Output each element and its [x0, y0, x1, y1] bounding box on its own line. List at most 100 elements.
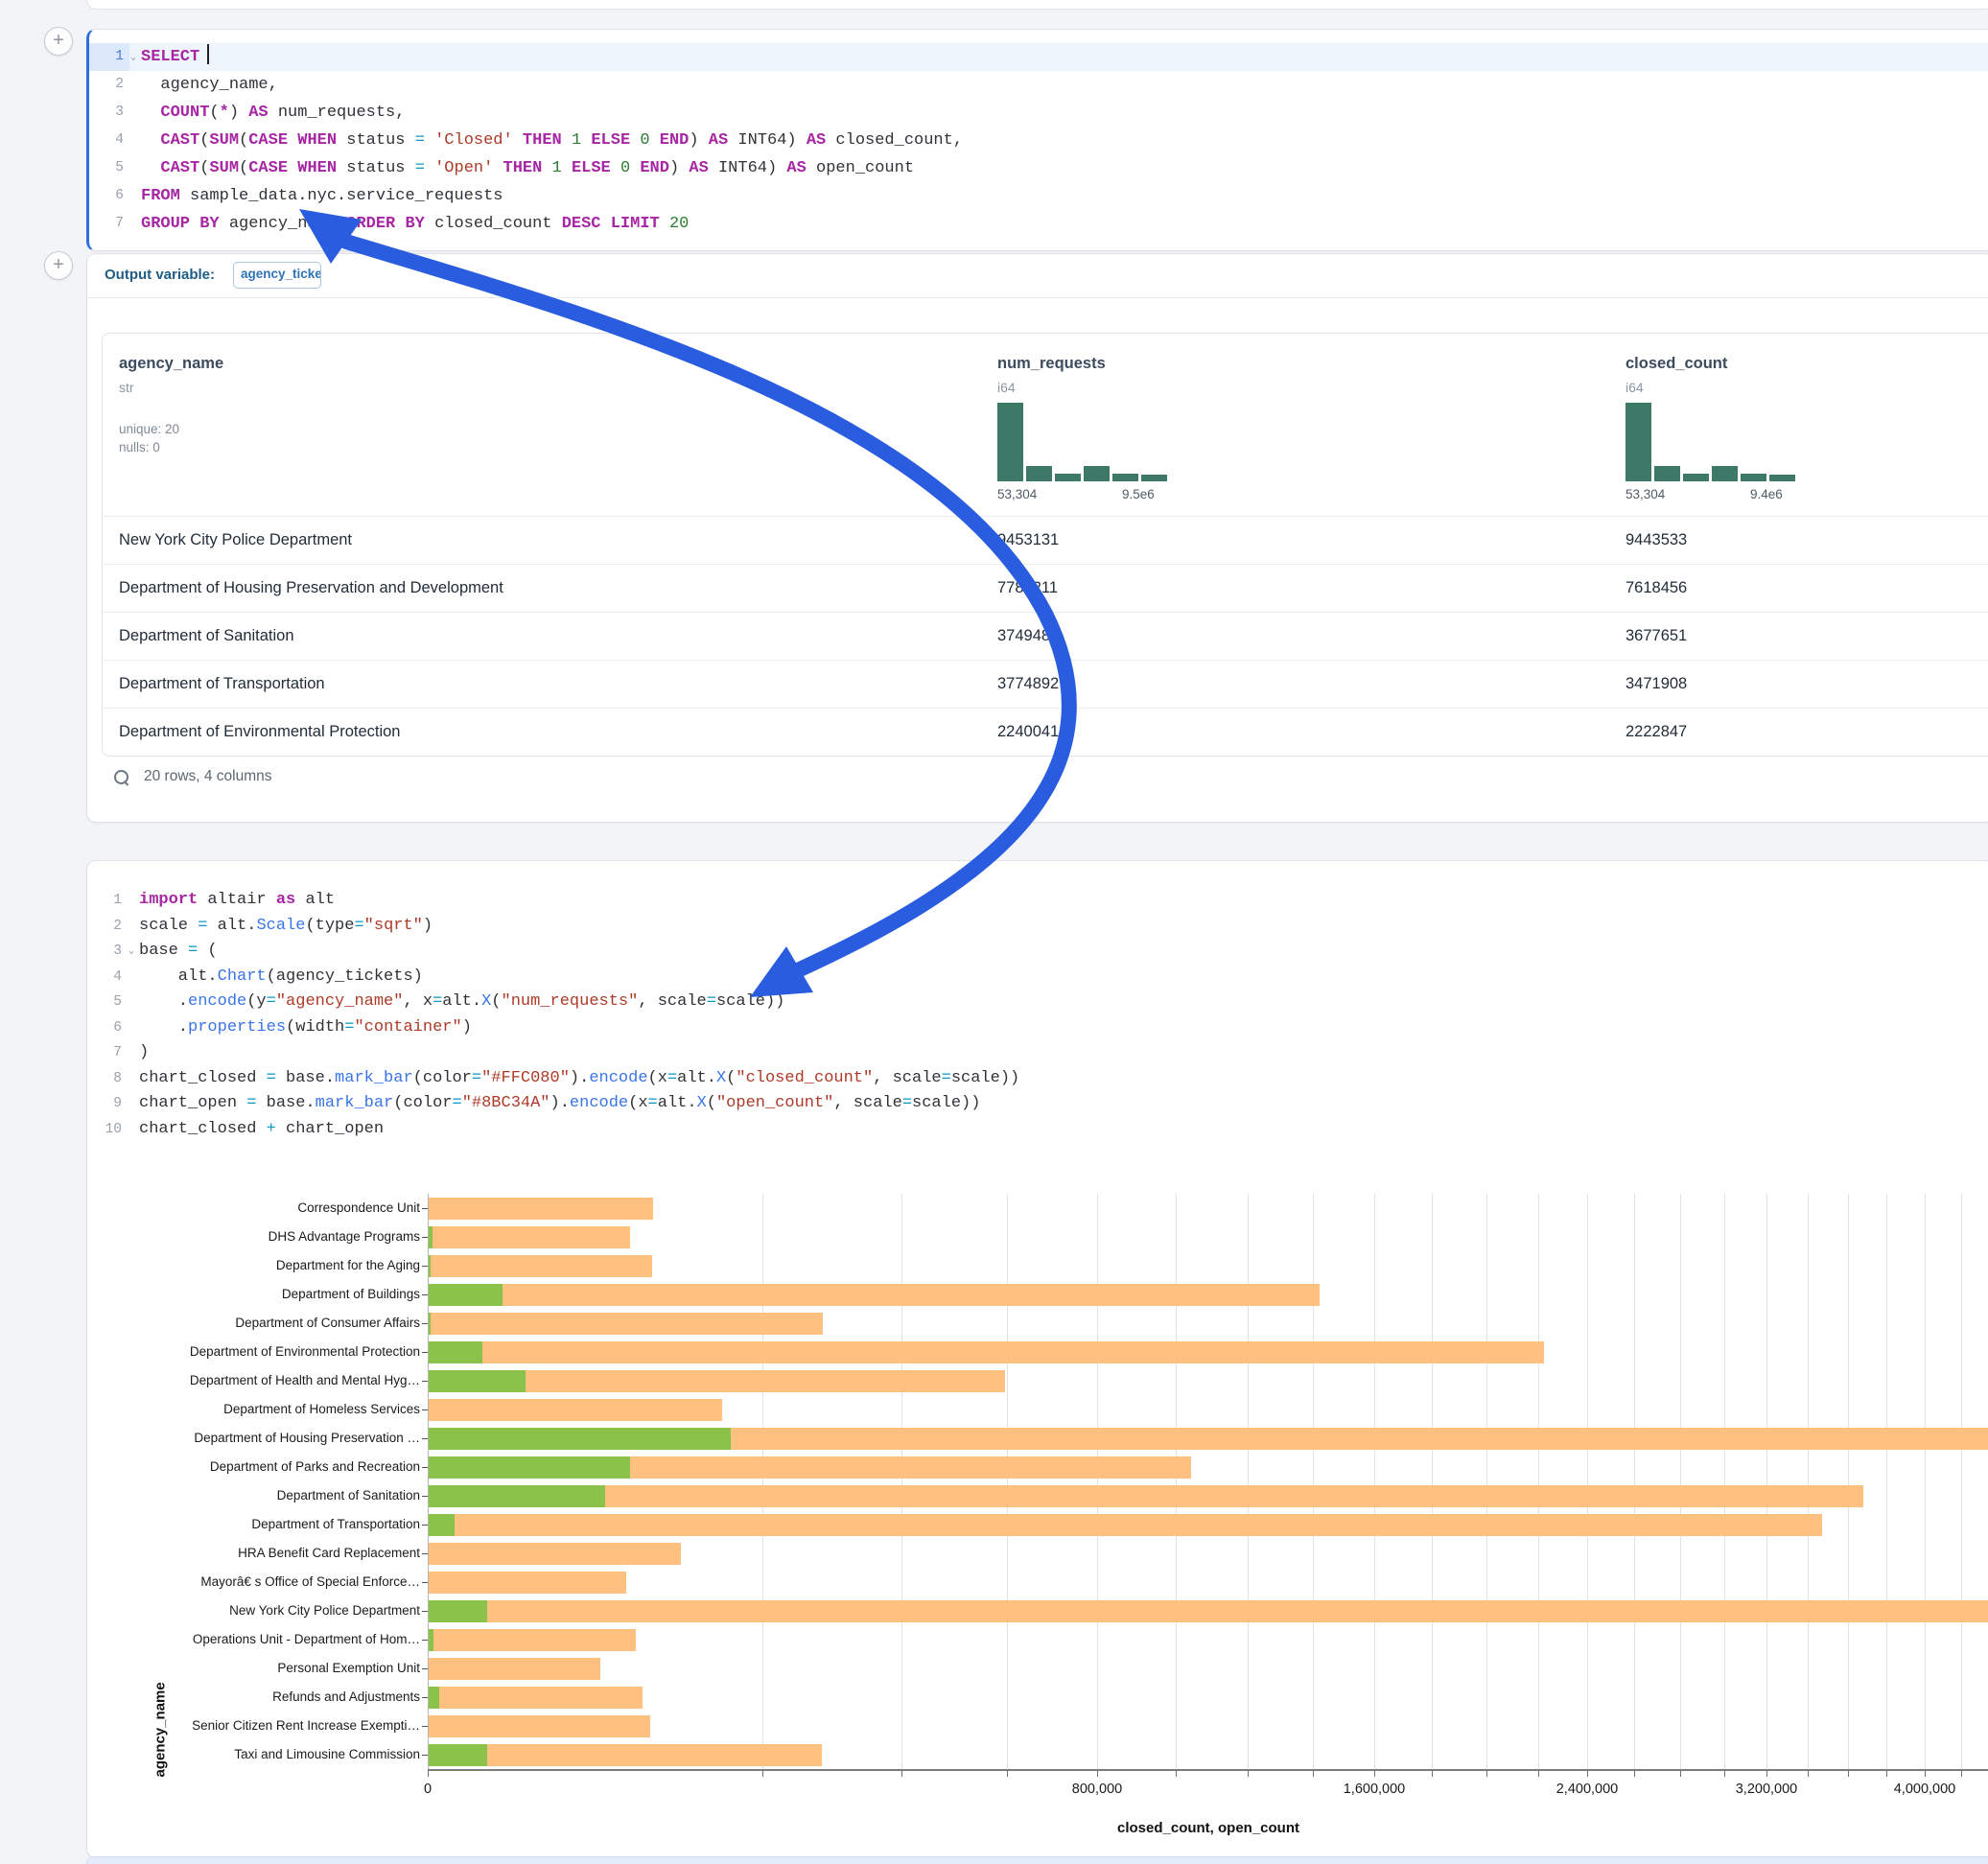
- y-axis-label: Department of Parks and Recreation: [209, 1459, 420, 1474]
- code-token: "#8BC34A": [461, 1094, 550, 1112]
- sql-line[interactable]: 5 CAST(SUM(CASE WHEN status = 'Open' THE…: [89, 154, 1988, 182]
- cell-agency-name: New York City Police Department: [119, 531, 353, 548]
- y-axis-label: Senior Citizen Rent Increase Exempti…: [192, 1718, 420, 1733]
- histogram-bar: [997, 403, 1023, 481]
- py-line[interactable]: 4 alt.Chart(agency_tickets): [87, 965, 1988, 990]
- code-token: SUM: [209, 131, 240, 150]
- python-code-editor[interactable]: 1 import altair as alt 2 scale = alt.Scale(…: [87, 888, 1988, 1142]
- py-line-text: ): [128, 1040, 149, 1066]
- py-line[interactable]: 7): [87, 1040, 1988, 1066]
- code-token: ): [422, 916, 433, 935]
- y-axis-label: HRA Benefit Card Replacement: [238, 1546, 420, 1560]
- py-line-text: .properties(width="container"): [128, 1015, 472, 1041]
- bar-closed-count: [428, 1427, 1988, 1450]
- line-number: 9: [113, 1096, 122, 1111]
- histogram-bar: [1141, 475, 1167, 481]
- py-line[interactable]: 5 .encode(y="agency_name", x=alt.X("num_…: [87, 990, 1988, 1015]
- x-tick-mark: [1432, 1771, 1433, 1777]
- y-axis-label: Department of Homeless Services: [223, 1402, 420, 1416]
- bar-open-count: [428, 1369, 526, 1392]
- py-line[interactable]: 10 chart_closed + chart_open: [87, 1117, 1988, 1143]
- column-stat: unique: 20: [119, 422, 180, 436]
- cell-closed-count: 9443533: [1625, 531, 1688, 548]
- gridline: [1724, 1194, 1725, 1769]
- gridline: [1248, 1194, 1249, 1769]
- x-tick-mark: [1961, 1771, 1962, 1777]
- output-variable-input[interactable]: agency_tickets: [233, 262, 321, 289]
- sql-line[interactable]: 2 agency_name,: [89, 71, 1988, 99]
- py-line[interactable]: 8 chart_closed = base.mark_bar(color="#FF…: [87, 1066, 1988, 1092]
- y-axis-label: Correspondence Unit: [297, 1200, 420, 1215]
- sql-code-editor[interactable]: 1 ⌄ SELECT 2 agency_name, 3 COUNT(*) AS num_…: [89, 43, 1988, 238]
- y-axis-label: Department of Environmental Protection: [189, 1344, 420, 1359]
- bar-closed-count: [428, 1398, 723, 1421]
- histogram-max-label: 9.5e6: [1122, 487, 1155, 501]
- line-number: 7: [113, 1045, 122, 1060]
- sql-line[interactable]: 1 ⌄ SELECT: [89, 43, 1988, 71]
- table-row[interactable]: Department of Sanitation 3749485 3677651: [103, 612, 1988, 660]
- column-header-closed_count[interactable]: closed_count i64 53,304 9.4e6: [1625, 355, 1795, 501]
- code-token: , scale: [638, 992, 707, 1011]
- histogram-bar: [1112, 474, 1138, 481]
- histogram-min-label: 53,304: [1625, 487, 1666, 501]
- gridline: [1925, 1194, 1926, 1769]
- search-icon[interactable]: [114, 769, 129, 784]
- y-tick-mark: [422, 1237, 428, 1238]
- sql-cell[interactable]: 1 ⌄ SELECT 2 agency_name, 3 COUNT(*) AS num_…: [86, 29, 1988, 251]
- y-tick-mark: [422, 1294, 428, 1295]
- table-row[interactable]: New York City Police Department 9453131 94…: [103, 516, 1988, 564]
- gridline: [1848, 1194, 1849, 1769]
- code-token: chart_open: [139, 1094, 247, 1112]
- gridline: [1007, 1194, 1008, 1769]
- code-token: base.: [275, 1068, 336, 1087]
- histogram-min-label: 53,304: [997, 487, 1038, 501]
- bar-closed-count: [428, 1714, 650, 1737]
- histogram-bar: [1654, 466, 1680, 481]
- code-token: WHEN: [297, 131, 338, 150]
- py-line[interactable]: 2 scale = alt.Scale(type="sqrt"): [87, 914, 1988, 940]
- table-row[interactable]: Department of Housing Preservation and D…: [103, 564, 1988, 612]
- bar-closed-count: [428, 1197, 654, 1220]
- code-token: "closed_count": [736, 1068, 874, 1087]
- x-axis-label: 800,000: [1071, 1782, 1123, 1797]
- py-line-text: base = (: [128, 939, 218, 965]
- code-token: encode: [188, 992, 247, 1011]
- py-line[interactable]: 3 ⌄ base = (: [87, 939, 1988, 965]
- sql-line[interactable]: 3 COUNT(*) AS num_requests,: [89, 99, 1988, 127]
- code-token: INT64): [728, 131, 807, 150]
- x-tick-mark: [762, 1771, 763, 1777]
- sql-line[interactable]: 6 FROM sample_data.nyc.service_requests: [89, 182, 1988, 210]
- code-token: X: [481, 992, 492, 1011]
- x-axis-label: 2,400,000: [1555, 1782, 1619, 1797]
- column-name: agency_name: [119, 355, 224, 372]
- cell-closed-count: 3471908: [1625, 675, 1688, 692]
- python-cell[interactable]: 1 import altair as alt 2 scale = alt.Scale(…: [86, 860, 1988, 1858]
- code-token: (: [199, 159, 210, 177]
- column-header-num_requests[interactable]: num_requests i64 53,304 9.5e6: [997, 355, 1167, 501]
- dataframe-table[interactable]: agency_name str unique: 20 nulls: 0 num_requ…: [102, 333, 1988, 757]
- code-token: [630, 159, 640, 177]
- code-token: "open_count": [715, 1094, 834, 1112]
- add-cell-button-middle[interactable]: +: [44, 251, 73, 280]
- table-row[interactable]: Department of Environmental Protection 22…: [103, 708, 1988, 756]
- column-header-agency_name[interactable]: agency_name str unique: 20 nulls: 0: [119, 355, 223, 456]
- x-tick-mark: [1724, 1771, 1725, 1777]
- fold-chevron-icon[interactable]: ⌄: [128, 946, 134, 957]
- code-token: END: [659, 131, 690, 150]
- code-token: SUM: [209, 159, 240, 177]
- code-token: ): [668, 159, 690, 177]
- table-row[interactable]: Department of Transportation 3774892 34719…: [103, 660, 1988, 708]
- code-token: 'Open': [434, 159, 494, 177]
- add-cell-button-top[interactable]: +: [44, 27, 73, 56]
- py-line[interactable]: 9 chart_open = base.mark_bar(color="#8BC3…: [87, 1091, 1988, 1117]
- py-line[interactable]: 6 .properties(width="container"): [87, 1015, 1988, 1041]
- fold-chevron-icon[interactable]: ⌄: [129, 53, 136, 63]
- column-name: num_requests: [997, 355, 1106, 372]
- histogram-bar: [1026, 466, 1052, 481]
- y-tick-mark: [422, 1726, 428, 1727]
- sql-line[interactable]: 7 GROUP BY agency_name ORDER BY closed_co…: [89, 210, 1988, 238]
- py-line[interactable]: 1 import altair as alt: [87, 888, 1988, 914]
- sql-line[interactable]: 4 CAST(SUM(CASE WHEN status = 'Closed' T…: [89, 127, 1988, 154]
- code-token: [650, 131, 660, 150]
- code-token: (: [726, 1068, 737, 1087]
